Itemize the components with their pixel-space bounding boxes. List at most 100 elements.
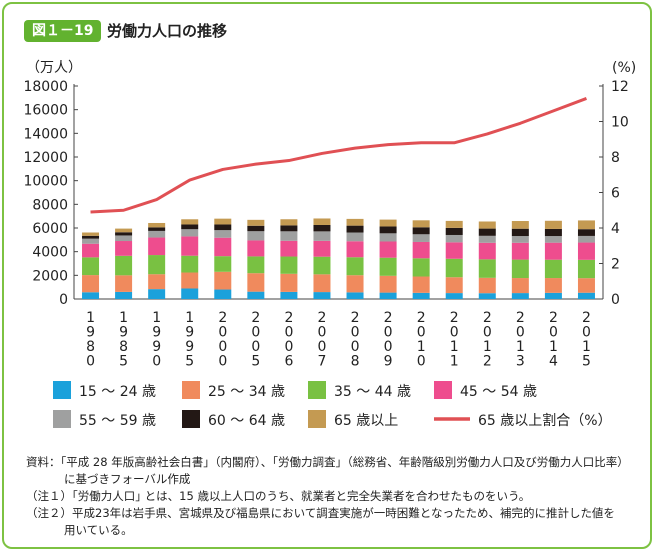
bar-segment: [445, 258, 463, 278]
x-tick-label: 5: [251, 354, 260, 370]
x-tick-label: 1: [549, 339, 558, 355]
left-axis-unit: （万人）: [26, 60, 82, 76]
bar-segment: [214, 271, 232, 290]
note-2: （注２）平成23年は岩手県、宮城県及び福島県において調査実施が一時困難となったた…: [26, 506, 615, 520]
bar-segment: [214, 237, 232, 257]
bar-segment: [511, 259, 529, 279]
bar-segment: [82, 232, 100, 236]
x-tick-label: 0: [351, 325, 360, 341]
bar-segment: [313, 240, 331, 257]
bar-segment: [346, 218, 364, 226]
left-tick-label: 2000: [32, 268, 68, 284]
left-tick-label: 12000: [23, 150, 68, 166]
legend-swatch: [53, 381, 71, 399]
bar-segment: [412, 258, 430, 277]
note-1: （注１）｢労働力人口｣ とは、15 歳以上人口のうち、就業者と完全失業者を合わせ…: [26, 489, 531, 503]
bar-segment: [379, 275, 397, 293]
bar-segment: [412, 227, 430, 235]
bar-segment: [247, 219, 265, 226]
bar-segment: [280, 240, 298, 257]
x-tick-label: 0: [251, 325, 260, 341]
x-tick-label: 0: [251, 339, 260, 355]
x-tick-label: 0: [318, 325, 327, 341]
bar-segment: [544, 228, 562, 237]
bar-segment: [577, 278, 595, 293]
x-tick-label: 5: [582, 354, 591, 370]
legend-label: 35 ～ 44 歳: [334, 384, 411, 400]
bar-segment: [214, 256, 232, 272]
bar-segment: [577, 220, 595, 230]
x-tick-label: 2: [251, 310, 260, 326]
bar-segment: [544, 292, 562, 299]
bar-segment: [346, 292, 364, 299]
bar-segment: [445, 293, 463, 299]
x-tick-label: 1: [185, 310, 194, 326]
left-tick-label: 0: [59, 292, 68, 308]
x-tick-label: 0: [417, 325, 426, 341]
x-tick-label: 0: [152, 354, 161, 370]
bar-segment: [214, 224, 232, 231]
x-tick-label: 9: [384, 354, 393, 370]
bar-segment: [478, 228, 496, 236]
bar-segment: [379, 257, 397, 276]
legend-swatch: [434, 381, 452, 399]
bar-segment: [544, 236, 562, 243]
bar-segment: [445, 234, 463, 243]
left-tick-label: 14000: [23, 126, 68, 142]
legend-label: 65 歳以上: [334, 413, 398, 429]
bar-segment: [478, 242, 496, 260]
bar-segment: [280, 231, 298, 241]
bar-segment: [511, 293, 529, 299]
bar-segment: [478, 293, 496, 299]
bar-segment: [412, 220, 430, 228]
right-tick-label: 8: [611, 150, 620, 166]
x-tick-label: 0: [218, 354, 227, 370]
bar-segment: [379, 226, 397, 234]
x-tick-label: 1: [483, 339, 492, 355]
bar-segment: [313, 224, 331, 232]
bar-segment: [115, 291, 133, 299]
x-tick-label: 0: [86, 354, 95, 370]
left-tick-label: 6000: [32, 221, 68, 237]
bar-segment: [412, 241, 430, 259]
bar-segment: [577, 292, 595, 299]
bar-segment: [115, 255, 133, 276]
x-tick-label: 2: [318, 310, 327, 326]
bar-segment: [82, 257, 100, 276]
legend-label: 55 ～ 59 歳: [79, 413, 156, 429]
bar-segment: [181, 224, 199, 230]
ratio-line: [90, 97, 587, 214]
left-tick-label: 10000: [23, 174, 68, 190]
legend-swatch: [308, 381, 326, 399]
bar-segment: [445, 242, 463, 259]
right-tick-label: 10: [611, 115, 629, 131]
x-tick-label: 2: [549, 310, 558, 326]
x-tick-label: 9: [185, 325, 194, 341]
bar-segment: [247, 225, 265, 232]
bar-segment: [247, 240, 265, 257]
bar-segment: [115, 232, 133, 236]
x-tick-label: 9: [119, 325, 128, 341]
x-tick-label: 0: [417, 354, 426, 370]
bar-segment: [577, 259, 595, 279]
bar-segment: [478, 221, 496, 229]
x-tick-label: 2: [516, 310, 525, 326]
bar-segment: [478, 259, 496, 278]
source-note-cont: に基づきフォーバル作成: [64, 472, 191, 486]
x-tick-label: 0: [351, 339, 360, 355]
bar-segment: [445, 277, 463, 294]
x-tick-label: 9: [185, 339, 194, 355]
x-tick-label: 0: [450, 325, 459, 341]
legend-label: 60 ～ 64 歳: [208, 413, 285, 429]
x-tick-label: 4: [549, 354, 558, 370]
x-tick-label: 5: [185, 354, 194, 370]
bar-segment: [412, 234, 430, 242]
x-tick-label: 9: [86, 325, 95, 341]
bar-segment: [379, 292, 397, 299]
bar-segment: [115, 235, 133, 242]
x-tick-label: 1: [450, 339, 459, 355]
bar-segment: [544, 242, 562, 260]
x-tick-label: 0: [483, 325, 492, 341]
bar-segment: [247, 291, 265, 299]
legend-label: 15 ～ 24 歳: [79, 384, 156, 400]
